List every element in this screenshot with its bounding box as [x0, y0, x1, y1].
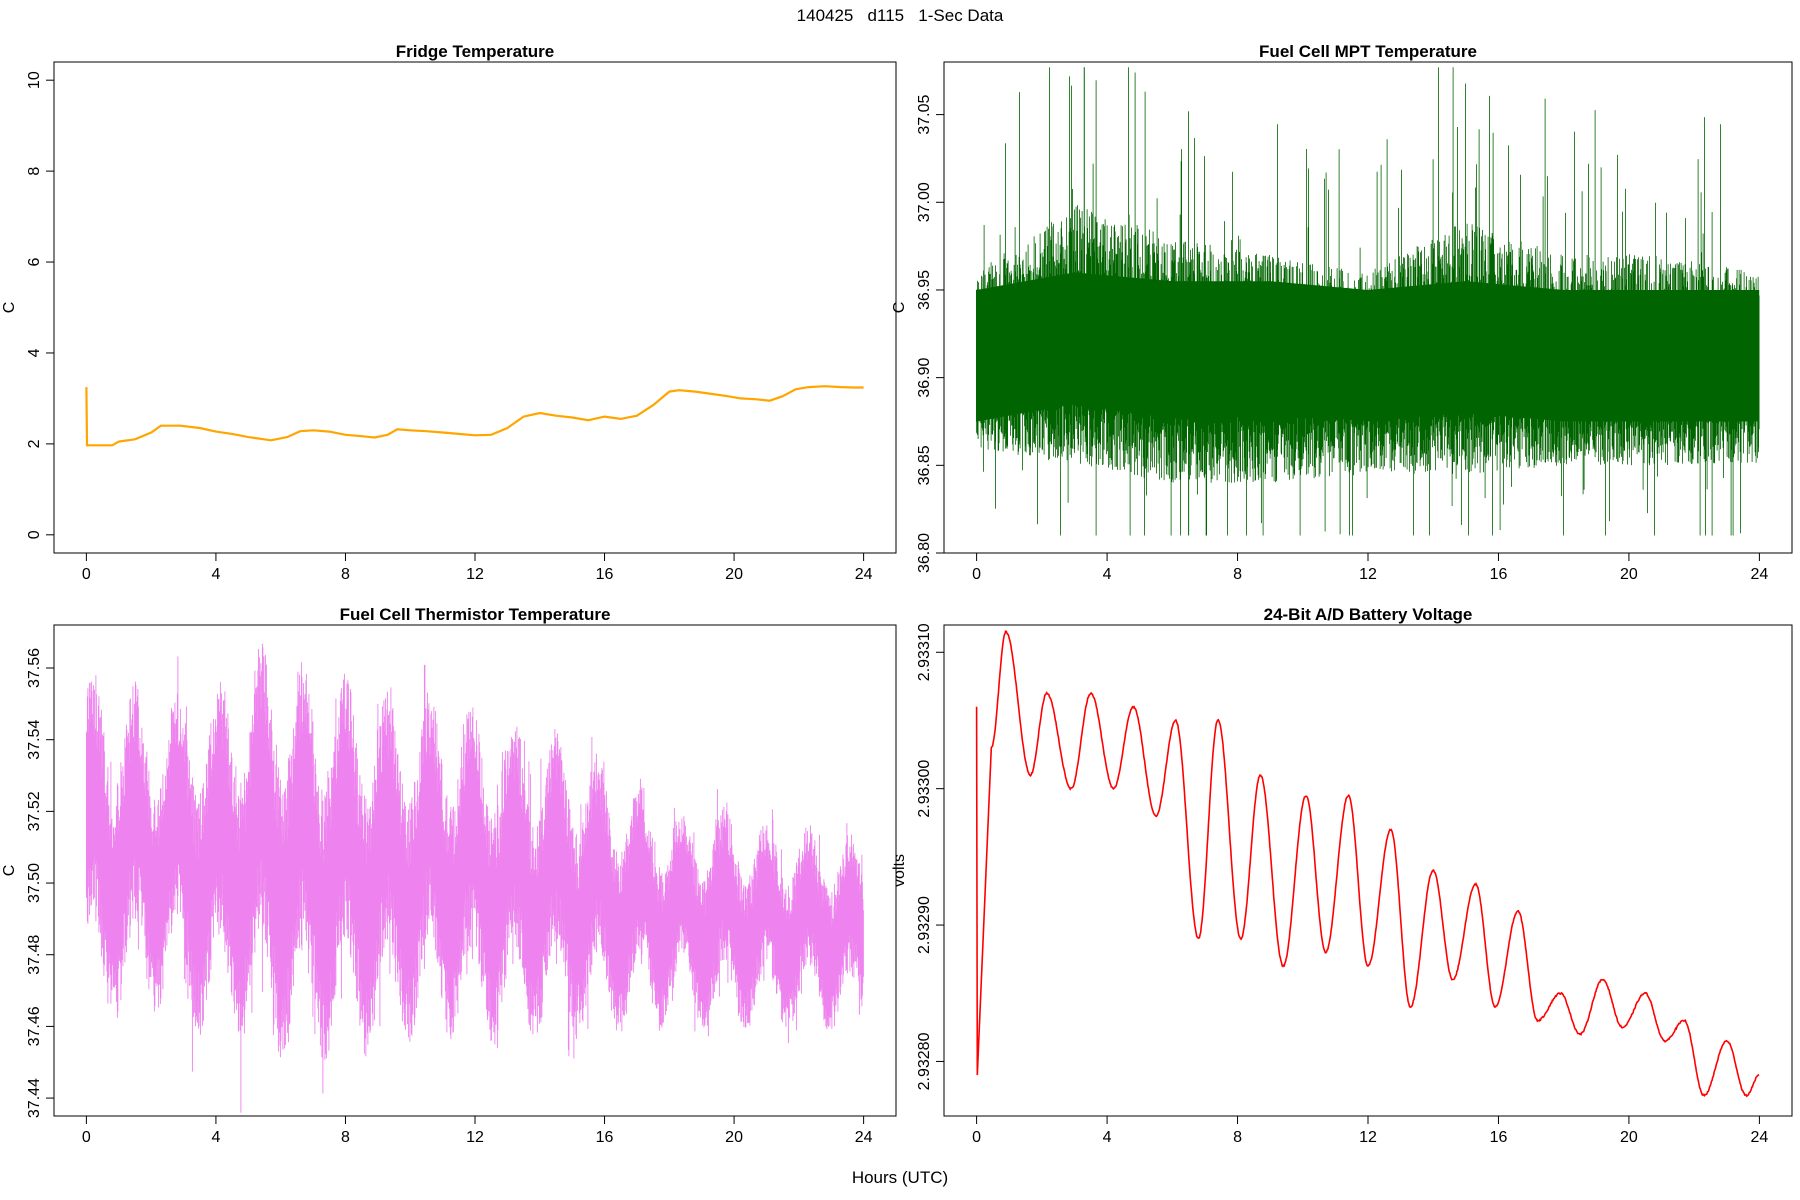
x-tick-label: 24 [1750, 566, 1768, 583]
x-tick-label: 24 [855, 1129, 873, 1146]
x-tick-label: 8 [341, 1129, 350, 1146]
plot-area [975, 630, 1760, 1098]
y-tick-label: 36.90 [916, 358, 933, 398]
y-axis-label: C [1, 865, 18, 877]
x-tick-label: 0 [82, 1129, 91, 1146]
x-tick-label: 8 [1233, 566, 1242, 583]
x-tick-label: 16 [596, 566, 614, 583]
y-tick-label: 36.95 [916, 270, 933, 310]
x-tick-label: 12 [1359, 1129, 1377, 1146]
y-tick-label: 37.00 [916, 182, 933, 222]
series-core [976, 272, 1760, 422]
plot-area [85, 385, 864, 447]
x-tick-label: 16 [596, 1129, 614, 1146]
y-tick-label: 37.46 [26, 1006, 43, 1046]
x-tick-label: 0 [972, 1129, 981, 1146]
y-tick-label: 4 [26, 348, 43, 357]
y-tick-label: 2.93310 [916, 623, 933, 681]
y-tick-label: 36.85 [916, 445, 933, 485]
x-tick-label: 24 [855, 566, 873, 583]
y-tick-label: 6 [26, 257, 43, 266]
panel-fuel-cell-thermistor-temperature: Fuel Cell Thermistor Temperature C 0 4 8 12 16… [1, 605, 897, 1146]
panel-title: 24-Bit A/D Battery Voltage [1264, 605, 1473, 624]
panel-title: Fuel Cell MPT Temperature [1259, 42, 1477, 61]
figure-title: 140425 d115 1-Sec Data [796, 6, 1004, 25]
y-tick-label: 2.93300 [916, 760, 933, 818]
x-tick-label: 16 [1490, 566, 1508, 583]
x-tick-label: 8 [1233, 1129, 1242, 1146]
panel-battery-voltage: 24-Bit A/D Battery Voltage volts 0 4 8 12 16 20… [891, 605, 1793, 1146]
y-tick-label: 2.93290 [916, 896, 933, 954]
panel-title: Fuel Cell Thermistor Temperature [340, 605, 611, 624]
x-tick-label: 16 [1490, 1129, 1508, 1146]
y-tick-label: 37.54 [26, 720, 43, 760]
y-tick-label: 10 [26, 71, 43, 89]
panel-fuel-cell-mpt-temperature: Fuel Cell MPT Temperature C 0 4 8 12 16 20 24 36.… [891, 42, 1793, 583]
x-tick-label: 4 [211, 1129, 220, 1146]
y-tick-label: 37.56 [26, 648, 43, 688]
y-axis-label: volts [891, 854, 908, 887]
x-tick-label: 12 [1359, 566, 1377, 583]
x-tick-label: 0 [82, 566, 91, 583]
panel-title: Fridge Temperature [396, 42, 554, 61]
y-tick-label: 37.52 [26, 791, 43, 831]
y-tick-label: 37.44 [26, 1078, 43, 1118]
y-tick-label: 37.50 [26, 863, 43, 903]
y-axis-label: C [1, 302, 18, 314]
y-tick-label: 37.48 [26, 935, 43, 975]
x-tick-label: 4 [1103, 1129, 1112, 1146]
x-tick-label: 20 [725, 1129, 743, 1146]
y-tick-label: 37.05 [916, 94, 933, 134]
y-tick-label: 2.93280 [916, 1032, 933, 1090]
x-tick-label: 4 [211, 566, 220, 583]
x-tick-label: 20 [1620, 1129, 1638, 1146]
y-tick-label: 36.80 [916, 533, 933, 573]
x-tick-label: 4 [1103, 566, 1112, 583]
x-tick-label: 20 [725, 566, 743, 583]
x-tick-label: 12 [466, 566, 484, 583]
x-tick-label: 8 [341, 566, 350, 583]
series-line [85, 385, 864, 447]
x-tick-label: 0 [972, 566, 981, 583]
series-noise [85, 643, 864, 1113]
y-tick-label: 2 [26, 439, 43, 448]
y-tick-label: 0 [26, 530, 43, 539]
x-tick-label: 24 [1750, 1129, 1768, 1146]
y-axis-label: C [891, 302, 908, 314]
plot-area [976, 67, 1760, 536]
plot-area [85, 643, 864, 1113]
x-tick-label: 12 [466, 1129, 484, 1146]
figure-x-axis-label: Hours (UTC) [851, 1168, 949, 1187]
series-line [975, 630, 1760, 1098]
x-tick-label: 20 [1620, 566, 1638, 583]
plot-frame [53, 61, 897, 554]
y-tick-label: 8 [26, 167, 43, 176]
